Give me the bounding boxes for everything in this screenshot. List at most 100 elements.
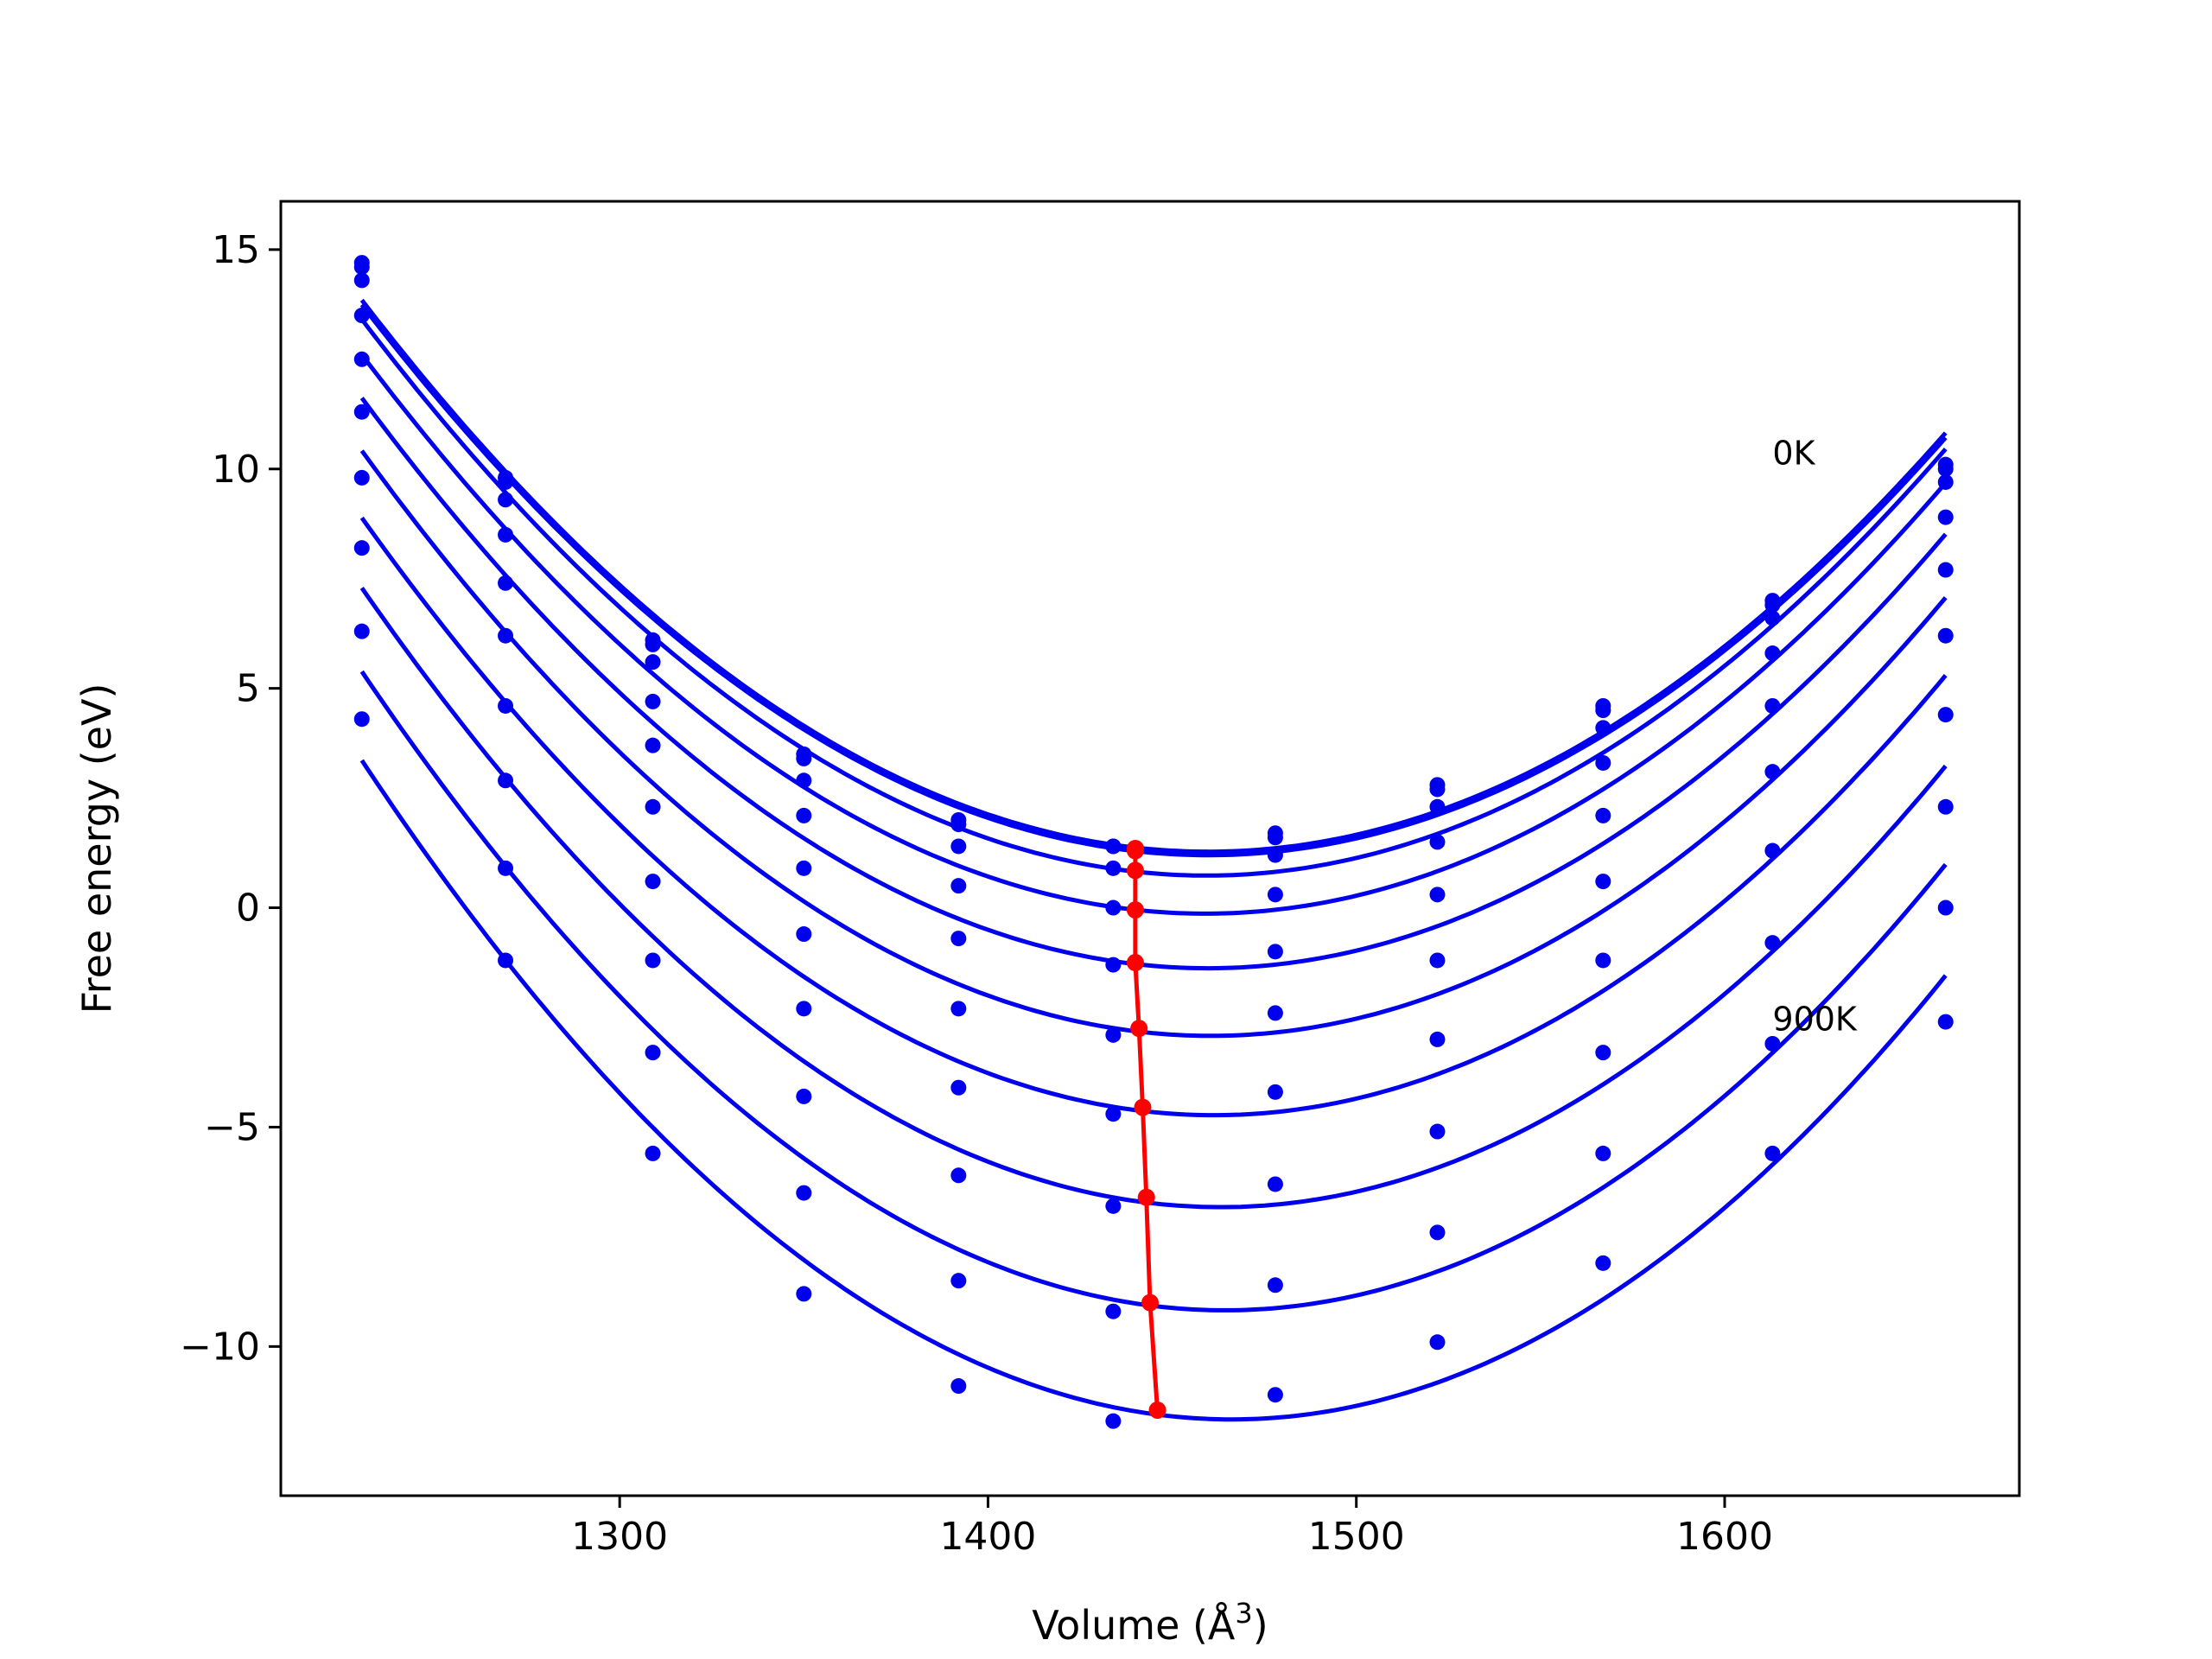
minimum-point [1141, 1294, 1159, 1312]
data-point [1429, 798, 1446, 815]
data-point [1937, 1014, 1954, 1030]
data-point [796, 1185, 812, 1201]
data-point [796, 1088, 812, 1104]
minimum-point [1148, 1401, 1166, 1419]
data-point [498, 492, 514, 508]
data-point [353, 469, 370, 486]
data-point [1429, 887, 1446, 903]
data-point [645, 636, 661, 652]
x-axis-label: Volume (Å3) [1032, 1597, 1268, 1649]
data-point [1595, 720, 1611, 736]
data-point [1267, 847, 1283, 863]
data-point [1937, 707, 1954, 723]
data-point [1105, 838, 1122, 855]
data-point [1937, 461, 1954, 477]
data-point [796, 807, 812, 823]
data-point [353, 259, 370, 276]
data-point [645, 798, 661, 815]
data-point [1429, 834, 1446, 850]
data-point [1105, 1413, 1122, 1429]
data-point [498, 772, 514, 789]
data-point [950, 1079, 967, 1096]
plot-area: 0K 900K [353, 255, 1954, 1429]
minimum-line [1126, 840, 1166, 1419]
data-point [1267, 1084, 1283, 1100]
y-tick-label: 15 [212, 228, 260, 272]
data-point [353, 623, 370, 639]
data-point [1267, 1005, 1283, 1021]
data-point [1267, 1387, 1283, 1403]
data-point [1105, 1106, 1122, 1122]
fit-curve [359, 303, 1948, 858]
data-points [353, 255, 1954, 1429]
fit-curve [359, 449, 1948, 1039]
data-point [645, 1045, 661, 1061]
fit-curve [359, 397, 1948, 971]
data-point [1764, 597, 1781, 613]
data-point [1937, 562, 1954, 578]
data-point [1429, 1031, 1446, 1047]
data-point [1105, 1027, 1122, 1043]
data-point [1267, 1277, 1283, 1294]
data-point [1267, 830, 1283, 846]
data-point [498, 860, 514, 876]
data-point [1595, 1045, 1611, 1061]
y-axis-label: Free energy (eV) [73, 683, 120, 1014]
data-point [1764, 842, 1781, 859]
data-point [796, 926, 812, 943]
temperature-annotation: 900K [1772, 1001, 1858, 1039]
data-point [1764, 935, 1781, 951]
data-point [1267, 1176, 1283, 1192]
data-point [1105, 957, 1122, 973]
data-point [645, 1145, 661, 1161]
data-point [1764, 610, 1781, 626]
data-point [645, 654, 661, 671]
data-point [353, 711, 370, 728]
data-point [796, 1286, 812, 1302]
x-tick-label: 1400 [939, 1515, 1036, 1559]
data-point [353, 272, 370, 289]
minimum-line-path [1133, 849, 1160, 1411]
data-point [1937, 509, 1954, 525]
data-point [498, 952, 514, 969]
minimum-point [1126, 901, 1144, 919]
data-point [796, 772, 812, 789]
x-tick-label: 1300 [571, 1515, 668, 1559]
data-point [1595, 754, 1611, 771]
data-point [1764, 764, 1781, 780]
data-point [1105, 1198, 1122, 1214]
temperature-annotation: 0K [1772, 435, 1815, 473]
data-point [1764, 1145, 1781, 1161]
x-axis-ticks: 1300 1400 1500 1600 [571, 1496, 1773, 1559]
data-point [1429, 952, 1446, 969]
data-point [1764, 697, 1781, 714]
minimum-point [1126, 842, 1144, 860]
data-point [498, 627, 514, 644]
data-point [498, 697, 514, 714]
minimum-point [1126, 861, 1144, 880]
data-point [1937, 798, 1954, 815]
data-point [1595, 874, 1611, 890]
y-tick-label: 0 [236, 887, 260, 931]
data-point [950, 931, 967, 947]
data-point [1267, 944, 1283, 960]
minimum-point [1137, 1188, 1155, 1206]
data-point [498, 575, 514, 591]
fit-curve [359, 298, 1948, 855]
data-point [1595, 1255, 1611, 1271]
data-point [950, 1167, 967, 1184]
data-point [950, 817, 967, 833]
data-point [1105, 899, 1122, 916]
data-point [645, 874, 661, 890]
minimum-point [1134, 1098, 1152, 1116]
data-point [645, 952, 661, 969]
x-tick-label: 1500 [1308, 1515, 1405, 1559]
axes-frame [279, 200, 2021, 1497]
data-point [950, 878, 967, 894]
data-point [1937, 899, 1954, 916]
data-point [1764, 1035, 1781, 1052]
data-point [1429, 1334, 1446, 1351]
data-point [950, 1001, 967, 1017]
